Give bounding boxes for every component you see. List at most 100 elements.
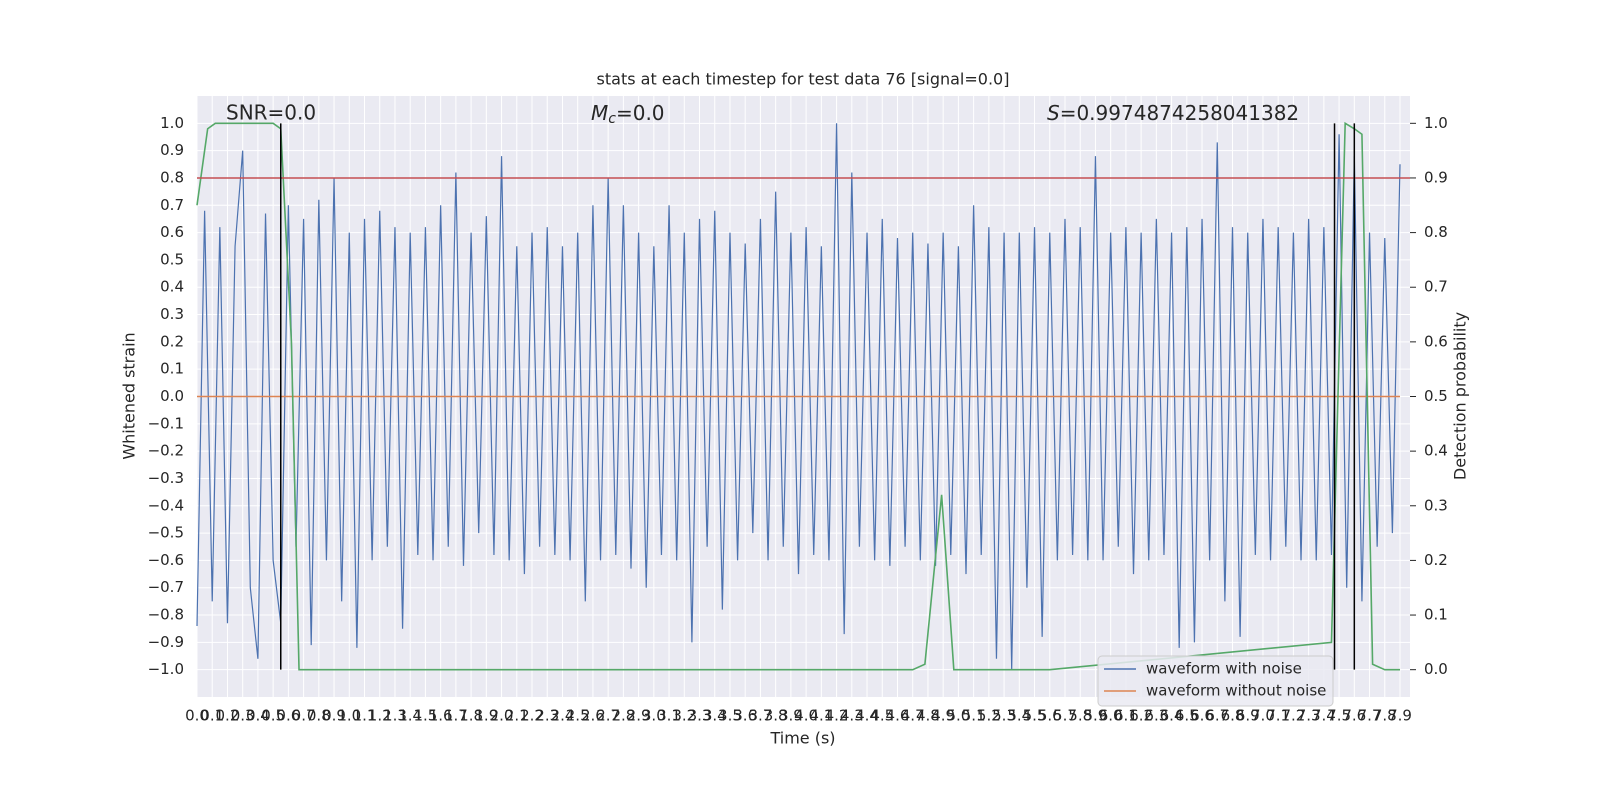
- x-tick-label: 6.8: [1221, 707, 1245, 725]
- x-tick-label: 1.6: [429, 707, 453, 725]
- x-tick-label: 4.5: [870, 707, 894, 725]
- x-tick-label: 6.3: [1144, 707, 1168, 725]
- x-tick-label: 4.8: [916, 707, 940, 725]
- x-tick-label: 3.0: [642, 707, 666, 725]
- x-tick-label: 2.7: [596, 707, 620, 725]
- x-tick-label: 5.2: [977, 707, 1001, 725]
- x-tick-label: 0.7: [292, 707, 316, 725]
- x-tick-label: 0.9: [322, 707, 346, 725]
- y-tick-label: 0.6: [160, 223, 184, 241]
- y-tick-label: 0.3: [160, 305, 184, 323]
- x-tick-label: 6.9: [1236, 707, 1260, 725]
- x-tick-label: 7.5: [1327, 707, 1351, 725]
- x-tick-label: 5.4: [1007, 707, 1031, 725]
- y-tick-label: −0.5: [148, 524, 184, 542]
- y2-tick-label: 0.9: [1424, 168, 1448, 186]
- y-tick-label: 0.4: [160, 278, 184, 296]
- x-tick-label: 4.0: [794, 707, 818, 725]
- x-tick-label: 4.2: [825, 707, 849, 725]
- x-tick-label: 7.1: [1266, 707, 1290, 725]
- x-tick-label: 2.2: [520, 707, 544, 725]
- x-tick-label: 7.2: [1281, 707, 1305, 725]
- x-tick-label: 3.1: [657, 707, 681, 725]
- y-tick-label: 0.5: [160, 250, 184, 268]
- x-tick-label: 0.0: [185, 707, 209, 725]
- y-tick-label: −0.4: [148, 496, 184, 514]
- x-tick-label: 1.7: [444, 707, 468, 725]
- x-tick-label: 0.4: [246, 707, 270, 725]
- mc-text: =0.0: [616, 101, 665, 125]
- x-tick-label: 5.5: [1023, 707, 1047, 725]
- legend-label: waveform with noise: [1146, 660, 1302, 678]
- x-tick-label: 4.1: [809, 707, 833, 725]
- y-tick-label: −0.9: [148, 633, 184, 651]
- x-tick-label: 1.8: [459, 707, 483, 725]
- x-tick-label: 2.4: [551, 707, 575, 725]
- x-axis-label: Time (s): [769, 729, 835, 748]
- x-tick-label: 1.5: [413, 707, 437, 725]
- x-tick-label: 6.2: [1129, 707, 1153, 725]
- series-line: [196, 123, 1401, 670]
- x-tick-label: 7.4: [1312, 707, 1336, 725]
- y2-tick-label: 0.5: [1424, 387, 1448, 405]
- x-tick-label: 4.6: [886, 707, 910, 725]
- y2-tick-label: 0.7: [1424, 278, 1448, 296]
- y2-tick-label: 0.0: [1424, 660, 1448, 678]
- x-tick-label: 2.3: [535, 707, 559, 725]
- x-tick-label: 4.7: [901, 707, 925, 725]
- y-tick-label: 0.1: [160, 360, 184, 378]
- x-tick-label: 5.8: [1068, 707, 1092, 725]
- x-tick-label: 6.4: [1160, 707, 1184, 725]
- x-tick-label: 5.1: [962, 707, 986, 725]
- x-tick-label: 6.7: [1205, 707, 1229, 725]
- x-tick-label: 2.1: [505, 707, 529, 725]
- s-annotation: S=0.9974874258041382: [1047, 101, 1299, 125]
- x-tick-label: 7.7: [1358, 707, 1382, 725]
- x-tick-label: 5.3: [992, 707, 1016, 725]
- x-tick-label: 3.3: [688, 707, 712, 725]
- x-tick-label: 4.3: [840, 707, 864, 725]
- x-tick-label: 5.9: [1084, 707, 1108, 725]
- x-tick-label: 2.9: [627, 707, 651, 725]
- x-tick-label: 0.3: [231, 707, 255, 725]
- x-tick-label: 0.8: [307, 707, 331, 725]
- x-tick-label: 3.4: [703, 707, 727, 725]
- x-tick-label: 6.1: [1114, 707, 1138, 725]
- s-text: =0.9974874258041382: [1060, 101, 1299, 125]
- x-tick-label: 0.5: [261, 707, 285, 725]
- x-tick-label: 1.9: [474, 707, 498, 725]
- x-tick-label: 3.8: [764, 707, 788, 725]
- x-tick-label: 1.0: [337, 707, 361, 725]
- x-tick-label: 7.0: [1251, 707, 1275, 725]
- x-tick-label: 6.6: [1190, 707, 1214, 725]
- x-tick-label: 5.7: [1053, 707, 1077, 725]
- x-tick-label: 5.6: [1038, 707, 1062, 725]
- y2-axis-label: Detection probability: [1451, 312, 1470, 480]
- x-tick-label: 5.0: [946, 707, 970, 725]
- legend-box: [1097, 655, 1334, 707]
- y-tick-label: 0.9: [160, 141, 184, 159]
- y-tick-label: −0.3: [148, 469, 184, 487]
- x-tick-label: 7.9: [1388, 707, 1412, 725]
- x-tick-label: 3.2: [672, 707, 696, 725]
- y-tick-label: −0.2: [148, 442, 184, 460]
- x-tick-label: 2.0: [490, 707, 514, 725]
- mc-annotation: Mc=0.0: [591, 101, 665, 128]
- x-tick-label: 1.3: [383, 707, 407, 725]
- y2-tick-label: 0.6: [1424, 332, 1448, 350]
- y-tick-label: 1.0: [160, 114, 184, 132]
- x-tick-label: 1.4: [398, 707, 422, 725]
- y-axis-label: Whitened strain: [120, 332, 139, 459]
- x-tick-label: 2.5: [566, 707, 590, 725]
- y-tick-label: 0.7: [160, 196, 184, 214]
- x-tick-label: 0.6: [276, 707, 300, 725]
- x-tick-label: 2.6: [581, 707, 605, 725]
- x-tick-label: 7.8: [1373, 707, 1397, 725]
- y2-tick-label: 0.4: [1424, 442, 1448, 460]
- x-tick-label: 3.7: [749, 707, 773, 725]
- y2-tick-label: 0.3: [1424, 496, 1448, 514]
- y-tick-label: −0.1: [148, 414, 184, 432]
- x-tick-label: 6.5: [1175, 707, 1199, 725]
